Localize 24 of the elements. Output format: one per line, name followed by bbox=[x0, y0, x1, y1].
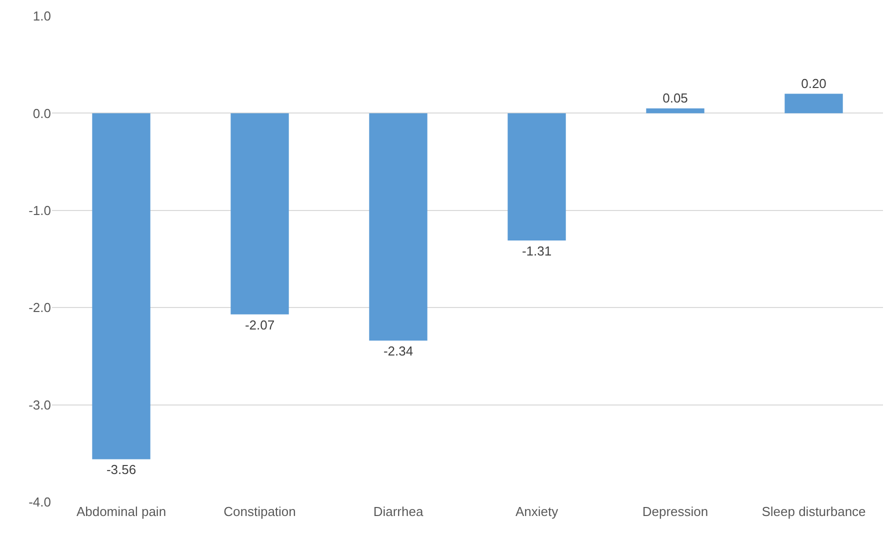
data-label: 0.20 bbox=[801, 76, 826, 91]
bar bbox=[646, 108, 704, 114]
data-label: 0.05 bbox=[662, 90, 688, 106]
bar bbox=[230, 113, 289, 314]
y-tick-label: -4.0 bbox=[28, 494, 51, 510]
y-tick-label: -1.0 bbox=[28, 202, 51, 218]
data-label: -2.34 bbox=[383, 344, 414, 359]
data-label: -2.07 bbox=[244, 317, 275, 332]
y-tick-label: 1.0 bbox=[32, 8, 51, 24]
x-tick-label: Depression bbox=[642, 504, 708, 519]
x-tick-label: Sleep disturbance bbox=[762, 504, 866, 519]
bar bbox=[784, 94, 843, 114]
data-label: -1.31 bbox=[522, 244, 552, 259]
x-tick-label: Constipation bbox=[224, 504, 296, 519]
data-label: -3.56 bbox=[106, 462, 136, 478]
x-tick-label: Abdominal pain bbox=[76, 504, 166, 519]
bar bbox=[369, 113, 428, 341]
y-tick-label: -3.0 bbox=[28, 397, 51, 412]
bar bbox=[508, 113, 566, 241]
x-tick-label: Anxiety bbox=[515, 504, 559, 519]
x-tick-label: Diarrhea bbox=[373, 504, 424, 519]
bar bbox=[92, 113, 150, 460]
y-tick-label: -2.0 bbox=[28, 300, 51, 316]
y-tick-label: 0.0 bbox=[32, 106, 51, 121]
